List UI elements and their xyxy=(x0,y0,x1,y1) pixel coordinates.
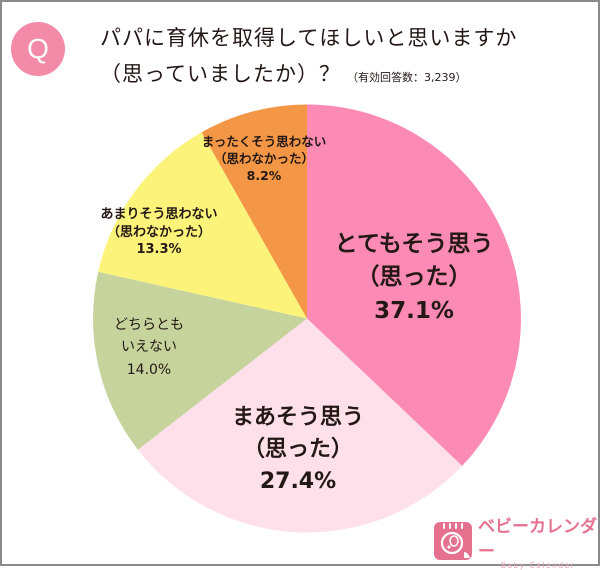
label-somewhat-agree-pct: 27.4% xyxy=(259,468,337,494)
label-somewhat-disagree-pct: 13.3% xyxy=(136,242,182,258)
label-somewhat-disagree: あまりそう思わない （思わなかった） 13.3% xyxy=(100,206,217,259)
label-somewhat-agree: まあそう思う （思った） 27.4% xyxy=(232,402,364,498)
label-strongly-disagree-line2: （思わなかった） xyxy=(213,150,315,166)
label-neutral-line1: どちらとも xyxy=(114,317,184,333)
calendar-baby-icon xyxy=(434,522,472,560)
label-somewhat-agree-line1: まあそう思う xyxy=(231,405,365,430)
slice-strongly-disagree xyxy=(201,104,307,319)
label-somewhat-disagree-line1: あまりそう思わない xyxy=(100,207,218,222)
chart-title-line2: （思っていましたか）？ （有効回答数：3,239） xyxy=(100,58,466,88)
label-strongly-agree: とてもそう思う （思った） 37.1% xyxy=(335,228,494,328)
label-somewhat-agree-line2: （思った） xyxy=(242,436,354,462)
label-strongly-disagree-pct: 8.2% xyxy=(246,167,282,183)
label-strongly-disagree: まったくそう思わない （思わなかった） 8.2% xyxy=(202,134,327,185)
label-neutral-pct: 14.0% xyxy=(126,361,172,378)
question-badge: Q xyxy=(11,22,65,76)
label-strongly-agree-pct: 37.1% xyxy=(374,297,454,324)
brand-name-jp: ベビーカレンダー xyxy=(478,517,597,562)
label-strongly-agree-line2: （思った） xyxy=(356,264,472,291)
slice-strongly-agree xyxy=(307,104,521,466)
respondent-count: （有効回答数：3,239） xyxy=(346,71,467,84)
label-neutral-line2: いえない xyxy=(121,339,177,356)
label-strongly-disagree-line1: まったくそう思わない xyxy=(201,134,327,149)
brand-name: ベビーカレンダー Baby Calendar xyxy=(478,512,598,570)
label-neutral: どちらとも いえない 14.0% xyxy=(114,314,184,381)
brand-logo: ベビーカレンダー Baby Calendar xyxy=(434,512,598,570)
label-strongly-agree-line1: とてもそう思う xyxy=(334,231,494,257)
slice-somewhat-disagree xyxy=(98,132,307,319)
chart-title-line2-text: （思っていましたか）？ xyxy=(100,62,341,86)
slice-neutral xyxy=(93,271,307,450)
chart-title-line1: パパに育休を取得してほしいと思いますか xyxy=(100,26,518,50)
label-somewhat-disagree-line2: （思わなかった） xyxy=(106,224,212,240)
slice-somewhat-agree xyxy=(137,318,463,533)
